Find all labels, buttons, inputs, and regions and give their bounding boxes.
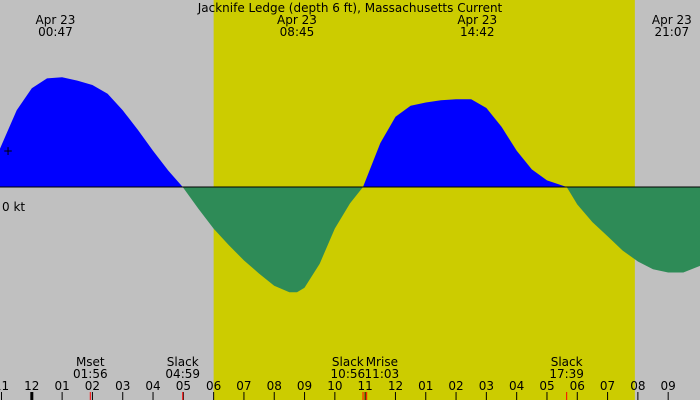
hour-tick-label: 12: [388, 379, 403, 393]
hour-tick-label: 06: [570, 379, 585, 393]
peak-date: Apr 23: [652, 13, 692, 27]
hour-tick-label: 11: [0, 379, 9, 393]
hour-tick-label: 03: [115, 379, 130, 393]
peak-time: 08:45: [280, 25, 315, 39]
event-time: 04:59: [165, 367, 200, 381]
hour-tick-label: 05: [539, 379, 554, 393]
hour-tick-label: 01: [54, 379, 69, 393]
peak-date: Apr 23: [277, 13, 317, 27]
peak-date: Apr 23: [36, 13, 76, 27]
event-time: 17:39: [549, 367, 584, 381]
hour-tick-label: 02: [448, 379, 463, 393]
event-time: 11:03: [365, 367, 400, 381]
peak-date: Apr 23: [457, 13, 497, 27]
ebb-area-3: [566, 187, 700, 273]
hour-tick-label: 02: [85, 379, 100, 393]
hour-tick-label: 07: [236, 379, 251, 393]
y-label-zero: 0 kt: [2, 200, 25, 214]
hour-tick-label: 04: [509, 379, 524, 393]
hour-tick-label: 10: [327, 379, 342, 393]
flood-area-2: [363, 99, 567, 187]
current-curve: [0, 77, 700, 293]
hour-tick-label: 06: [206, 379, 221, 393]
hour-tick-label: 01: [418, 379, 433, 393]
event-time: 10:56: [331, 367, 366, 381]
event-label: Slack: [551, 355, 583, 369]
event-time: 01:56: [73, 367, 108, 381]
event-markers: Mset01:56Slack04:59Slack10:56Mrise11:03S…: [73, 355, 584, 400]
flood-area-0: [0, 77, 183, 187]
hour-tick-label: 04: [145, 379, 160, 393]
hour-tick-label: 11: [358, 379, 373, 393]
hour-axis: 11 12 01 02 03 04 05 06 07 08 09 10 11 12 01 02 03 04 05 06…: [0, 379, 676, 400]
hour-tick-label: 08: [267, 379, 282, 393]
hour-tick-label: 09: [661, 379, 676, 393]
hour-tick-label: 03: [479, 379, 494, 393]
hour-tick-label: 12: [24, 379, 39, 393]
event-label: Mrise: [366, 355, 398, 369]
peak-time: 00:47: [38, 25, 73, 39]
event-label: Slack: [332, 355, 364, 369]
hour-tick-label: 08: [630, 379, 645, 393]
hour-tick-label: 09: [297, 379, 312, 393]
event-label: Slack: [167, 355, 199, 369]
peak-time: 21:07: [655, 25, 690, 39]
hour-tick-label: 05: [176, 379, 191, 393]
peak-time: 14:42: [460, 25, 495, 39]
chart-title: Jacknife Ledge (depth 6 ft), Massachuset…: [197, 1, 503, 15]
event-label: Mset: [76, 355, 105, 369]
hour-tick-label: 07: [600, 379, 615, 393]
y-label-plus: +: [3, 144, 13, 158]
ebb-area-1: [182, 187, 363, 293]
